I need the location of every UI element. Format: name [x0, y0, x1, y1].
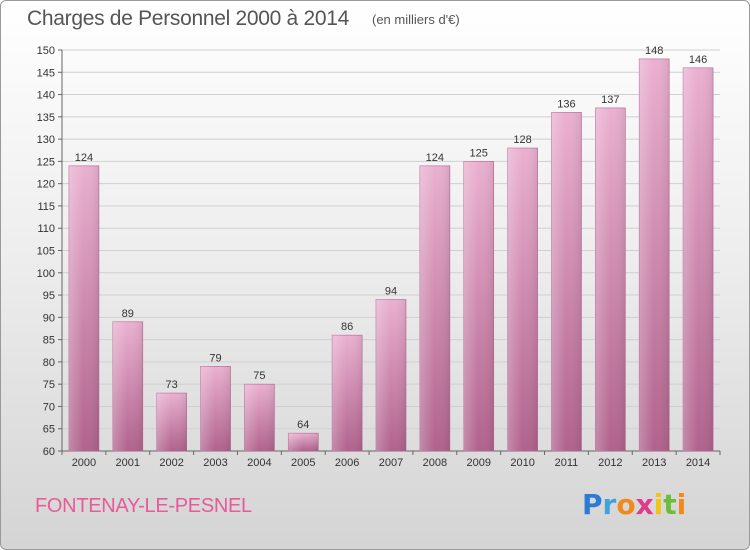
y-tick-label: 140	[37, 90, 55, 102]
bar-shade	[376, 299, 406, 451]
data-labels: 124 89 73 79 75 64 86 94 124 125 128 136 137 148 146	[75, 45, 707, 431]
x-tick-label: 2013	[642, 457, 666, 469]
y-tick-label: 85	[43, 335, 55, 347]
x-tick-label: 2014	[686, 457, 710, 469]
bar-value-label: 146	[689, 54, 707, 66]
bar-shade	[639, 58, 670, 452]
y-tick-label: 150	[37, 45, 55, 57]
y-tick-label: 80	[43, 357, 55, 369]
bar-shade	[156, 393, 187, 451]
bar-shade	[112, 321, 143, 451]
y-tick-label: 145	[37, 67, 55, 79]
y-tick-label: 70	[43, 401, 55, 413]
x-tick-label: 2011	[555, 457, 579, 469]
y-tick-label: 130	[37, 134, 55, 146]
bar-value-label: 89	[122, 308, 134, 320]
bar-value-label: 86	[341, 321, 353, 333]
bar-shade	[507, 148, 538, 451]
x-tick-label: 2008	[423, 457, 447, 469]
x-tick-label: 2007	[379, 457, 403, 469]
bar-shade	[332, 335, 363, 451]
y-tick-label: 75	[43, 379, 55, 391]
bar-shade	[68, 165, 99, 451]
bar-shade	[244, 384, 275, 451]
commune-name: FONTENAY-LE-PESNEL	[35, 495, 252, 517]
logo-letter: o	[616, 488, 636, 521]
logo-letter: x	[635, 488, 654, 521]
bar-shade	[200, 366, 231, 451]
bar-value-label: 124	[75, 152, 93, 164]
bar-shade	[419, 165, 450, 451]
x-tick-label: 2004	[247, 457, 271, 469]
bar-shade	[551, 112, 582, 451]
x-tick-label: 2005	[291, 457, 315, 469]
logo-letter: r	[602, 488, 617, 521]
x-tick-label: 2012	[598, 457, 622, 469]
y-tick-label: 100	[37, 268, 55, 280]
y-tick-label: 135	[37, 112, 55, 124]
bar-value-label: 79	[209, 352, 221, 364]
bar-value-label: 64	[297, 419, 309, 431]
logo-letter: i	[676, 488, 687, 521]
bars	[68, 58, 714, 452]
y-tick-label: 110	[37, 223, 55, 235]
chart-title: Charges de Personnel 2000 à 2014	[27, 7, 349, 30]
bar-value-label: 94	[385, 286, 397, 298]
y-tick-label: 120	[37, 179, 55, 191]
bar-value-label: 137	[601, 94, 619, 106]
bar-value-label: 128	[513, 134, 531, 146]
proxiti-logo: Proxiti	[582, 488, 686, 521]
logo-letter: i	[653, 488, 664, 521]
y-tick-label: 95	[43, 290, 55, 302]
y-tick-label: 105	[37, 246, 55, 258]
bar-shade	[288, 433, 319, 451]
bar-value-label: 75	[253, 370, 265, 382]
bar-shade	[463, 161, 494, 451]
logo-letter: P	[582, 488, 603, 521]
bar-value-label: 148	[645, 45, 663, 57]
y-tick-label: 125	[37, 156, 55, 168]
x-tick-label: 2001	[116, 457, 140, 469]
x-tick-labels: 2000 2001 2002 2003 2004 2005 2006 2007 2008 2009…	[72, 457, 711, 469]
y-tick-label: 115	[37, 201, 55, 213]
logo-letter: t	[663, 488, 677, 521]
x-tick-label: 2006	[335, 457, 359, 469]
x-tick-label: 2000	[72, 457, 96, 469]
y-tick-label: 60	[43, 446, 55, 458]
bar-shade	[683, 67, 714, 452]
bar-value-label: 124	[426, 152, 444, 164]
chart-unit-note: (en milliers d'€)	[372, 12, 460, 27]
bar-shade	[595, 107, 626, 451]
bar-value-label: 136	[557, 98, 575, 110]
y-tick-labels: 60 65 70 75 80 85 90 95 100 105 110 115 120 125 130 135…	[37, 45, 55, 458]
bar-value-label: 125	[470, 147, 488, 159]
x-tick-label: 2009	[466, 457, 490, 469]
y-tick-label: 90	[43, 312, 55, 324]
x-tick-label: 2002	[159, 457, 183, 469]
x-tick-label: 2010	[510, 457, 534, 469]
y-tick-label: 65	[43, 424, 55, 436]
x-tick-label: 2003	[203, 457, 227, 469]
bar-value-label: 73	[166, 379, 178, 391]
